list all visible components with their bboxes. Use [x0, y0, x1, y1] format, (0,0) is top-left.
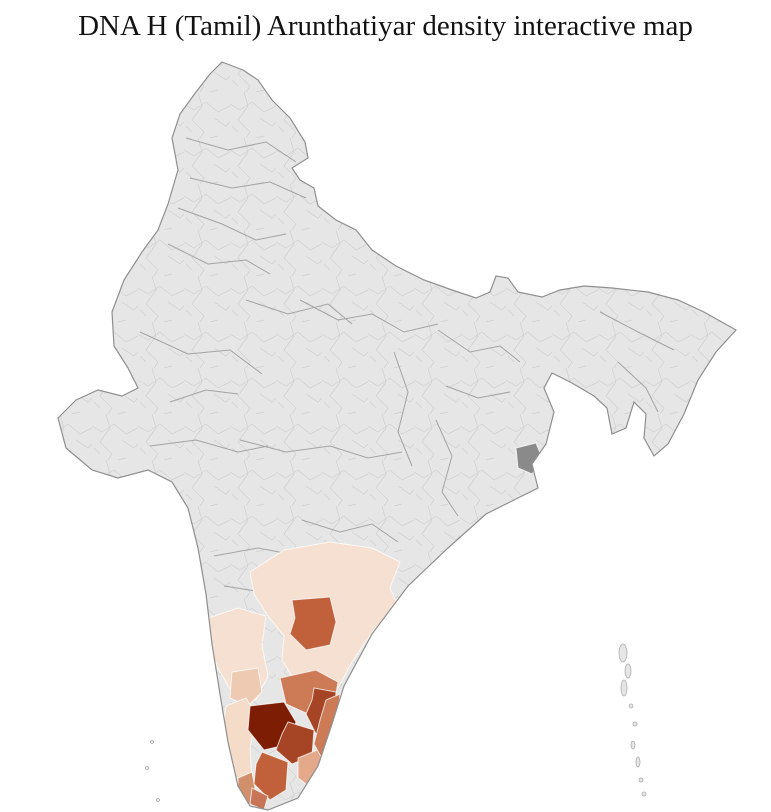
india-outline	[57, 61, 737, 811]
island-district[interactable]	[635, 756, 641, 768]
region-karnataka-south-pale[interactable]	[229, 667, 263, 707]
island-district[interactable]	[628, 703, 634, 709]
island-district[interactable]	[630, 740, 636, 750]
island-district[interactable]	[638, 777, 644, 783]
island-district[interactable]	[150, 740, 154, 744]
island-district[interactable]	[156, 798, 160, 802]
island-district[interactable]	[632, 721, 638, 727]
page-title: DNA H (Tamil) Arunthatiyar density inter…	[78, 10, 693, 42]
island-district[interactable]	[624, 663, 632, 679]
island-district[interactable]	[620, 679, 628, 697]
lakshadweep-islands[interactable]	[145, 740, 160, 802]
island-district[interactable]	[641, 791, 647, 797]
island-district[interactable]	[618, 643, 628, 663]
island-district[interactable]	[145, 766, 149, 770]
district-texture	[58, 62, 736, 810]
region-tamil-nadu-tip-medium[interactable]	[249, 787, 269, 810]
region-tamil-nadu-central-dark[interactable]	[275, 721, 315, 765]
region-andhra-pradesh-inland-medium[interactable]	[289, 596, 337, 651]
region-tamil-nadu-south-medium[interactable]	[253, 751, 289, 801]
andaman-nicobar-islands[interactable]	[618, 643, 647, 797]
